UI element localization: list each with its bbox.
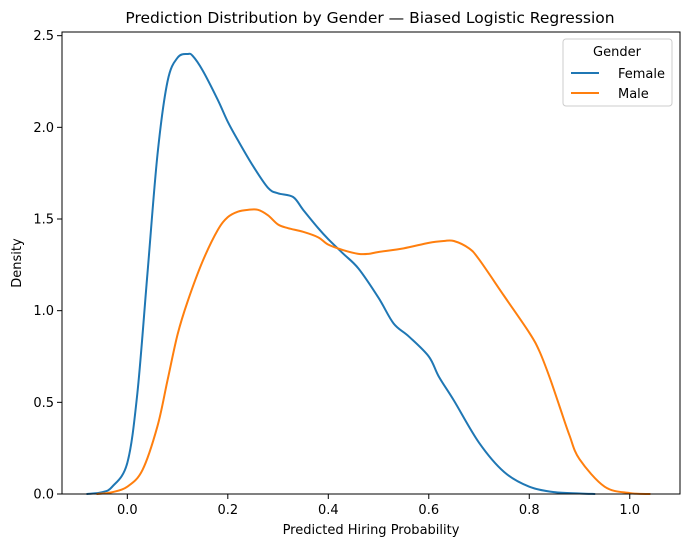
legend-box (562, 38, 673, 107)
legend-label-female: Female (618, 67, 665, 82)
x-tick-label: 1.0 (619, 503, 640, 518)
x-axis-label: Predicted Hiring Probability (283, 523, 460, 538)
x-axis: 0.0 0.2 0.4 0.6 0.8 1.0 (117, 494, 640, 518)
series-line-female (86, 52, 596, 495)
chart-title: Prediction Distribution by Gender — Bias… (125, 9, 614, 27)
plot-frame (61, 31, 681, 495)
y-axis: 0.0 0.5 1.0 1.5 2.0 2.5 (33, 29, 62, 503)
y-tick-label: 2.0 (33, 121, 54, 136)
x-tick-label: 0.4 (318, 503, 339, 518)
y-tick-label: 0.5 (33, 396, 54, 411)
legend-title: Gender (593, 45, 642, 60)
y-axis-label: Density (10, 238, 25, 288)
y-tick-label: 2.5 (33, 29, 54, 44)
series-layer (86, 52, 651, 495)
legend-label-male: Male (618, 87, 649, 102)
x-tick-label: 0.2 (217, 503, 238, 518)
x-tick-label: 0.6 (418, 503, 439, 518)
y-tick-label: 0.0 (33, 488, 54, 503)
series-line-male (96, 208, 651, 495)
y-tick-label: 1.5 (33, 213, 54, 228)
y-tick-label: 1.0 (33, 304, 54, 319)
x-tick-label: 0.0 (117, 503, 138, 518)
x-tick-label: 0.8 (519, 503, 540, 518)
legend: Gender Female Male (562, 38, 673, 107)
